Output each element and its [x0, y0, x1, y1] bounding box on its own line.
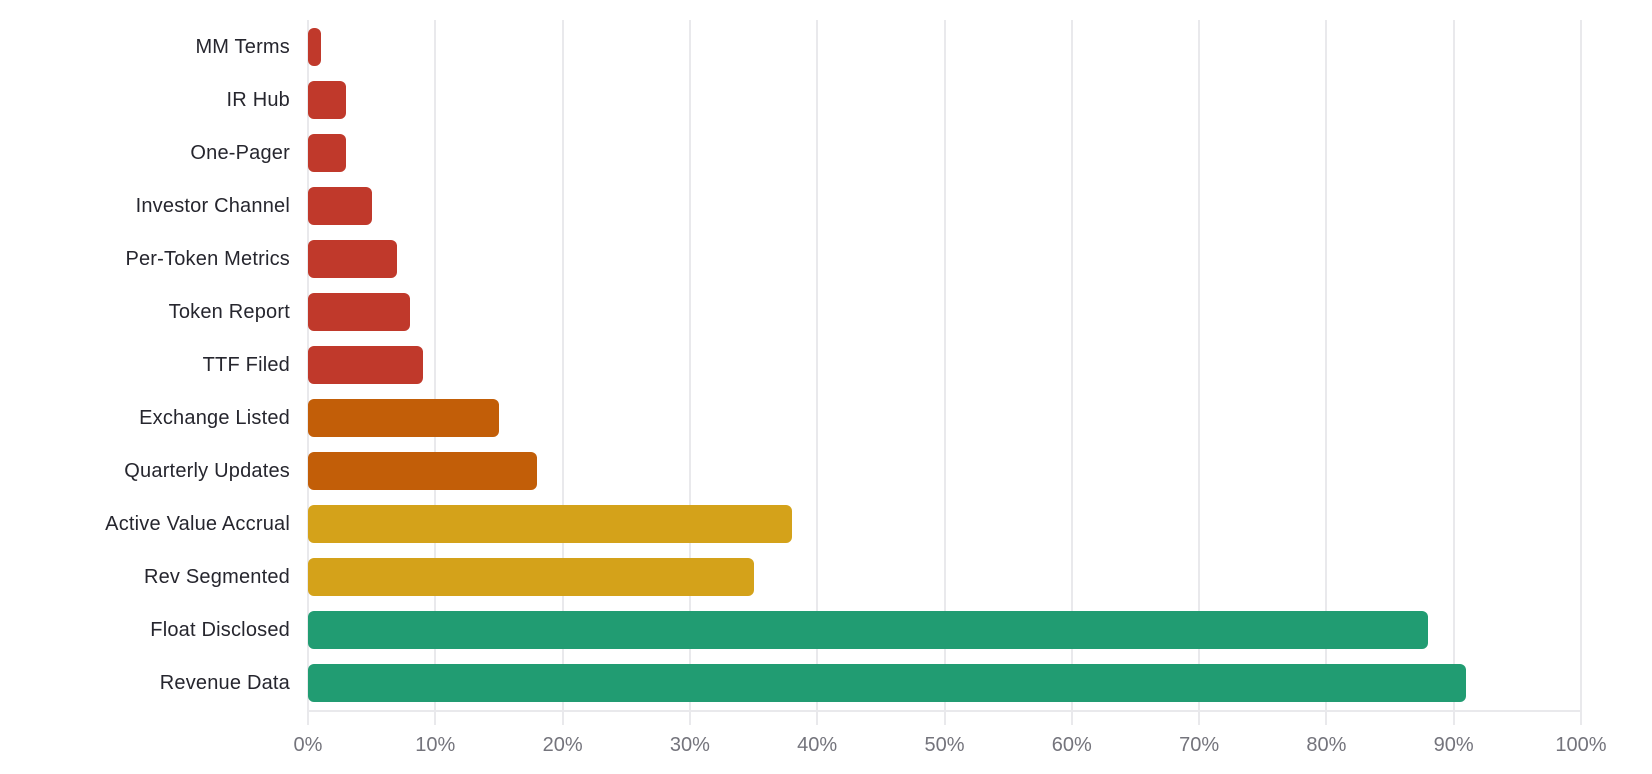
category-label: Token Report	[168, 300, 290, 323]
plot-area	[307, 20, 1582, 725]
bar-quarterly-updates	[308, 452, 538, 491]
category-label: Per-Token Metrics	[125, 247, 290, 270]
category-label: Investor Channel	[135, 194, 290, 217]
category-label: Revenue Data	[159, 672, 290, 695]
category-label: Rev Segmented	[143, 566, 290, 589]
bar-ir-hub	[308, 80, 347, 119]
x-tick-label: 70%	[1179, 734, 1220, 756]
category-label: One-Pager	[190, 141, 290, 164]
x-tick-label: 60%	[1051, 734, 1092, 756]
gridline-70pct	[1198, 20, 1201, 725]
x-tick-label: 10%	[415, 734, 456, 756]
x-tick-label: 30%	[669, 734, 710, 756]
x-tick-label: 90%	[1433, 734, 1474, 756]
category-label: IR Hub	[226, 88, 290, 111]
gridline-10pct	[434, 20, 437, 725]
bar-active-value-accrual	[308, 505, 792, 544]
bar-rev-segmented	[308, 558, 754, 597]
bar-ttf-filed	[308, 346, 423, 384]
bar-float-disclosed	[308, 611, 1429, 650]
bar-investor-channel	[308, 186, 372, 225]
category-label: Float Disclosed	[150, 619, 290, 642]
bar-revenue-data	[308, 664, 1467, 703]
bar-one-pager	[308, 133, 347, 172]
category-label: Exchange Listed	[139, 407, 290, 430]
x-tick-label: 20%	[542, 734, 583, 756]
gridline-60pct	[1070, 20, 1073, 725]
gridline-80pct	[1325, 20, 1328, 725]
x-tick-label: 50%	[924, 734, 965, 756]
gridline-90pct	[1452, 20, 1455, 725]
gridline-50pct	[943, 20, 946, 725]
x-tick-label: 40%	[797, 734, 838, 756]
gridline-40pct	[816, 20, 819, 725]
gridline-100pct	[1580, 20, 1582, 725]
x-tick-label: 0%	[293, 734, 323, 756]
x-tick-label: 100%	[1555, 734, 1607, 756]
bar-per-token-metrics	[308, 239, 398, 278]
x-tick-label: 80%	[1306, 734, 1347, 756]
bar-exchange-listed	[308, 399, 499, 438]
gridline-20pct	[561, 20, 564, 725]
gridline-30pct	[688, 20, 691, 725]
category-label: TTF Filed	[202, 354, 290, 376]
category-label: MM Terms	[195, 35, 290, 58]
category-label: Active Value Accrual	[105, 513, 290, 536]
x-axis-line	[308, 710, 1581, 712]
bar-token-report	[308, 292, 410, 331]
category-label: Quarterly Updates	[124, 460, 290, 483]
bar-mm-terms	[308, 27, 321, 66]
